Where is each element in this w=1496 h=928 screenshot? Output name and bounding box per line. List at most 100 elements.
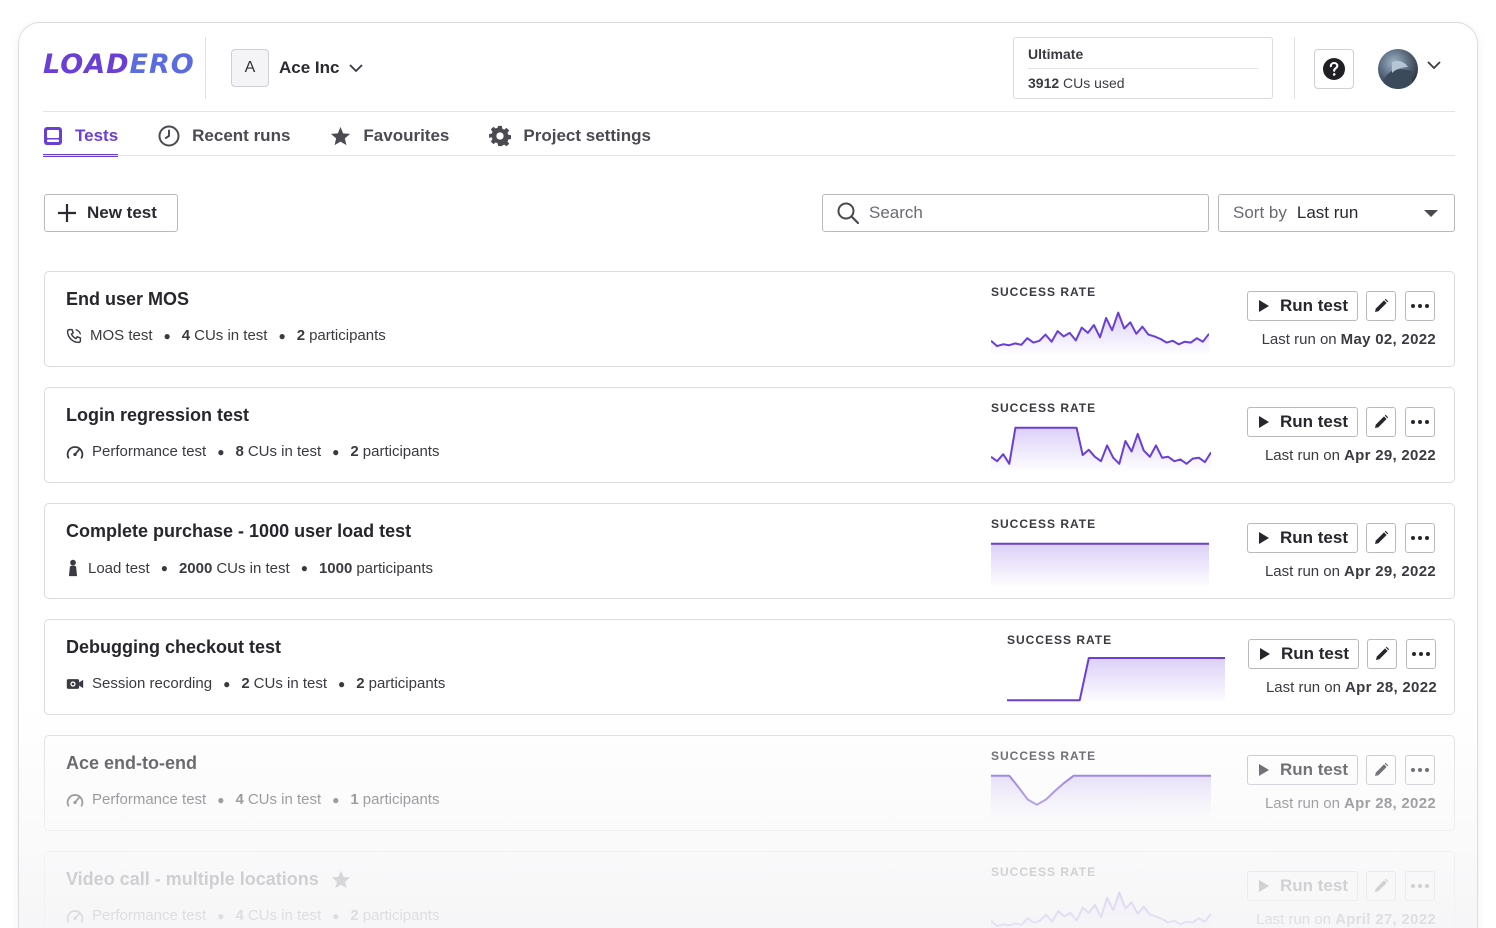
test-title[interactable]: Video call - multiple locations	[66, 869, 351, 890]
tab-recent-runs[interactable]: Recent runs	[158, 117, 290, 155]
test-card[interactable]: Login regression test Performance test ●…	[44, 387, 1455, 483]
test-participants-value: 2	[296, 327, 306, 344]
tab-tests[interactable]: Tests	[43, 117, 119, 157]
success-rate-sparkline	[990, 426, 1212, 472]
test-type: Performance test	[92, 443, 207, 460]
more-options-button[interactable]	[1405, 291, 1435, 321]
user-avatar[interactable]	[1378, 49, 1418, 89]
success-rate-sparkline	[1007, 657, 1225, 704]
last-run-date: Apr 28, 2022	[1344, 795, 1436, 812]
run-test-button[interactable]: Run test	[1247, 407, 1358, 437]
test-type: Load test	[88, 559, 150, 577]
org-name: Ace Inc	[279, 58, 340, 77]
test-title[interactable]: Ace end-to-end	[66, 753, 198, 773]
separator-dot: ●	[163, 328, 171, 343]
separator-dot: ●	[217, 444, 225, 459]
help-button[interactable]	[1314, 49, 1354, 89]
star-icon	[331, 126, 351, 146]
header-divider	[1294, 37, 1295, 99]
edit-test-button[interactable]	[1366, 523, 1396, 553]
camera-icon	[66, 677, 84, 691]
header-bottom-border	[43, 111, 1455, 112]
tab-project-settings[interactable]: Project settings	[489, 117, 651, 155]
test-title[interactable]: Complete purchase - 1000 user load test	[66, 521, 412, 541]
caret-down-icon	[1424, 210, 1438, 217]
test-participants-value: 1000	[318, 559, 353, 577]
test-card[interactable]: End user MOS MOS test ● 4 CUs in test ● 2…	[44, 271, 1455, 367]
app-window: LOADERO A Ace Inc Ultimate 3912 CUs used	[18, 22, 1478, 928]
test-meta: MOS test ● 4 CUs in test ● 2 participants	[66, 327, 386, 344]
test-participants-suffix: participants	[356, 559, 434, 577]
sparkline-line	[990, 426, 1212, 465]
test-cus-suffix: CUs in test	[247, 907, 322, 924]
test-title[interactable]: Login regression test	[66, 405, 250, 425]
play-icon	[1259, 764, 1269, 776]
more-options-button[interactable]	[1406, 639, 1436, 669]
test-cus-value: 2	[241, 675, 250, 692]
edit-test-button[interactable]	[1366, 755, 1396, 785]
new-test-button[interactable]: New test	[44, 194, 178, 232]
more-options-button[interactable]	[1405, 871, 1435, 901]
chevron-down-icon	[349, 63, 364, 72]
last-run-date: Apr 29, 2022	[1344, 563, 1436, 580]
tab-favourites[interactable]: Favourites	[330, 117, 449, 155]
test-card[interactable]: Debugging checkout test Session recordin…	[44, 619, 1455, 715]
more-horizontal-icon	[1411, 536, 1429, 540]
test-card[interactable]: Ace end-to-end Performance test ● 4 CUs i…	[44, 735, 1455, 831]
test-participants-value: 2	[350, 907, 359, 924]
test-cus-value: 4	[181, 327, 191, 344]
run-test-button[interactable]: Run test	[1247, 871, 1358, 901]
plan-name: Ultimate	[1028, 46, 1258, 69]
last-run-date: May 02, 2022	[1340, 331, 1436, 348]
edit-test-button[interactable]	[1366, 407, 1396, 437]
more-options-button[interactable]	[1405, 755, 1435, 785]
test-participants-value: 1	[350, 791, 359, 808]
more-options-button[interactable]	[1405, 523, 1435, 553]
test-title[interactable]: End user MOS	[66, 289, 190, 309]
org-switcher[interactable]: A Ace Inc	[231, 49, 364, 87]
separator-dot: ●	[332, 444, 340, 459]
loadero-logo[interactable]: LOADERO	[43, 49, 195, 80]
success-rate-chart	[990, 308, 1210, 361]
test-participants-value: 2	[350, 443, 359, 460]
last-run-date: April 27, 2022	[1335, 911, 1436, 928]
clock-icon	[158, 125, 180, 147]
separator-dot: ●	[217, 908, 225, 923]
play-icon	[1259, 300, 1269, 312]
success-rate-chart	[990, 888, 1212, 928]
more-horizontal-icon	[1412, 652, 1430, 656]
separator-dot: ●	[332, 908, 340, 923]
run-test-button[interactable]: Run test	[1247, 755, 1358, 785]
test-type: Performance test	[92, 791, 207, 808]
success-rate-chart	[990, 424, 1212, 477]
sort-select[interactable]: Sort by Last run	[1218, 194, 1455, 232]
pencil-icon	[1375, 878, 1389, 892]
more-horizontal-icon	[1411, 304, 1429, 308]
run-test-button[interactable]: Run test	[1248, 639, 1359, 669]
test-title[interactable]: Debugging checkout test	[66, 637, 282, 657]
chevron-down-icon[interactable]	[1427, 61, 1441, 70]
run-test-button[interactable]: Run test	[1247, 291, 1358, 321]
gauge-icon	[66, 444, 84, 460]
success-rate-chart	[1007, 656, 1225, 709]
test-type: MOS test	[90, 327, 153, 344]
separator-dot: ●	[223, 676, 231, 691]
play-icon	[1260, 648, 1270, 660]
test-cus-value: 4	[235, 791, 244, 808]
last-run-date: Apr 29, 2022	[1344, 447, 1436, 464]
test-card[interactable]: Complete purchase - 1000 user load test …	[44, 503, 1455, 599]
test-card[interactable]: Video call - multiple locations Performa…	[44, 851, 1455, 928]
run-test-button[interactable]: Run test	[1247, 523, 1358, 553]
search-input[interactable]	[869, 203, 1189, 223]
pencil-icon	[1375, 762, 1389, 776]
sparkline-area	[991, 312, 1209, 356]
edit-test-button[interactable]	[1366, 871, 1396, 901]
more-options-button[interactable]	[1405, 407, 1435, 437]
play-icon	[1259, 880, 1269, 892]
sparkline-area	[991, 427, 1211, 472]
edit-test-button[interactable]	[1367, 639, 1397, 669]
separator-dot: ●	[332, 792, 340, 807]
favourite-star-icon[interactable]	[331, 870, 351, 889]
separator-dot: ●	[160, 561, 168, 575]
edit-test-button[interactable]	[1366, 291, 1396, 321]
